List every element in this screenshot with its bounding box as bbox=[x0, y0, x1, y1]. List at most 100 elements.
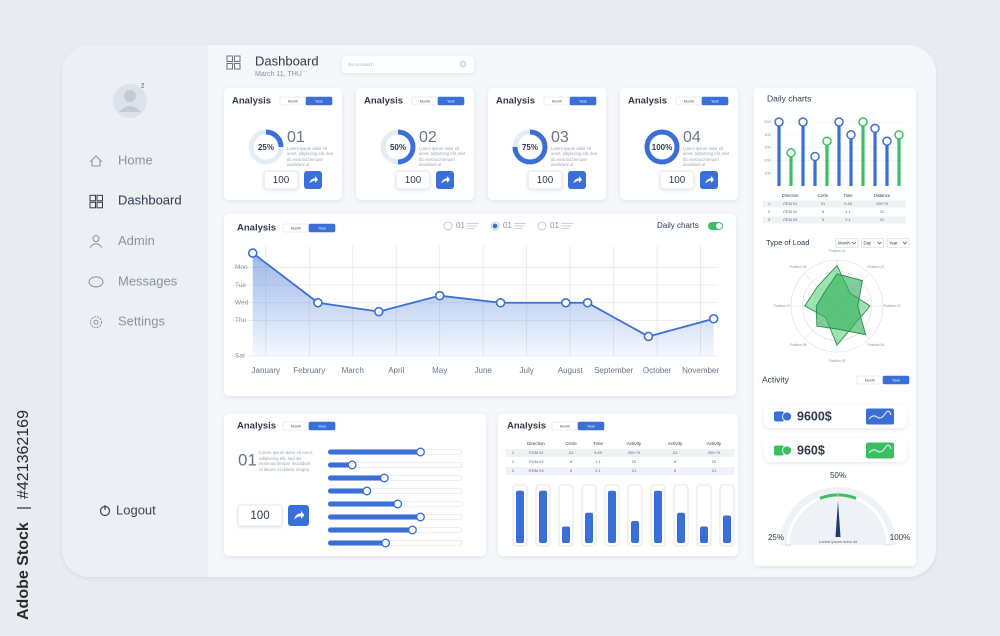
menu-item[interactable]: Dashboard bbox=[118, 193, 182, 208]
table-cell: 21 bbox=[632, 468, 637, 473]
donut-label: 50% bbox=[390, 143, 406, 152]
mini-chart bbox=[866, 442, 894, 459]
select-label: Day bbox=[864, 240, 872, 245]
x-tick-label: September bbox=[594, 366, 633, 375]
legend-label: 01 bbox=[503, 221, 512, 230]
logout[interactable]: Logout bbox=[116, 502, 156, 517]
radar-label: Position 02 bbox=[868, 265, 885, 269]
mini-chart-line bbox=[868, 444, 892, 454]
tab[interactable] bbox=[701, 96, 729, 106]
table-cell: 6 bbox=[822, 210, 824, 214]
table-cell: 5 bbox=[570, 468, 573, 473]
point bbox=[495, 297, 506, 308]
bar-cap bbox=[858, 117, 868, 127]
slider-fill bbox=[328, 462, 353, 468]
table-row bbox=[763, 200, 906, 208]
slider-handle[interactable] bbox=[347, 460, 357, 470]
table-cell: ITEM 02 bbox=[528, 459, 544, 464]
tab[interactable] bbox=[577, 421, 605, 431]
table-row bbox=[763, 208, 906, 216]
menu-icon bbox=[88, 276, 104, 288]
radar-label: Position 08 bbox=[790, 265, 807, 269]
bar-cap bbox=[882, 136, 892, 146]
select[interactable] bbox=[835, 238, 859, 248]
tab-label: Month bbox=[420, 99, 431, 103]
tab[interactable] bbox=[882, 375, 910, 385]
table-cell: ITEM 03 bbox=[783, 218, 797, 222]
table-cell: 22 bbox=[712, 459, 717, 464]
gauge-label: 100% bbox=[890, 533, 910, 542]
tab-label: Year bbox=[318, 226, 326, 230]
card-number: 01 bbox=[238, 450, 257, 469]
slider-handle[interactable] bbox=[415, 512, 425, 522]
donut-arc bbox=[248, 129, 284, 165]
donut-label: 100% bbox=[652, 143, 672, 152]
table-header: Activity bbox=[707, 441, 722, 446]
tab-label: Month bbox=[865, 378, 876, 382]
x-tick-label: July bbox=[520, 366, 534, 375]
header-icon bbox=[226, 55, 241, 70]
legend-radio[interactable] bbox=[443, 221, 453, 231]
table-header: Activity bbox=[627, 441, 642, 446]
toggle-knob bbox=[716, 223, 722, 229]
table-cell: 3 bbox=[512, 468, 515, 473]
bar bbox=[885, 141, 889, 186]
card-title: Analysis bbox=[628, 96, 667, 107]
tab[interactable] bbox=[569, 96, 597, 106]
value-box bbox=[527, 170, 563, 190]
x-tick-label: November bbox=[682, 366, 719, 375]
y-tick-label: Mon bbox=[235, 264, 248, 271]
slider-handle[interactable] bbox=[415, 447, 425, 457]
menu-item[interactable]: Admin bbox=[118, 233, 155, 248]
note-box: Lorem ipsum dolor sit amet, adipiscing e… bbox=[683, 146, 729, 167]
menu-icon bbox=[92, 235, 100, 243]
menu-icon bbox=[90, 316, 102, 329]
donut-label: 25% bbox=[258, 143, 274, 152]
tab[interactable] bbox=[308, 223, 336, 233]
card-title: Activity bbox=[762, 374, 790, 384]
tube-bar bbox=[562, 526, 570, 543]
tube-bar bbox=[700, 526, 708, 543]
bar bbox=[897, 134, 901, 186]
table-cell: 209.79 bbox=[628, 450, 641, 455]
gauge-caption: Lorem ipsum dolor sit bbox=[819, 539, 858, 544]
tab[interactable] bbox=[437, 96, 465, 106]
menu-icon bbox=[93, 319, 99, 325]
tab[interactable] bbox=[308, 421, 336, 431]
x-tick-label: March bbox=[342, 366, 364, 375]
bar-cap bbox=[810, 151, 820, 162]
tab[interactable] bbox=[305, 96, 333, 106]
slider-handle[interactable] bbox=[393, 499, 403, 509]
tab-label: Month bbox=[560, 424, 571, 428]
table-cell: 1.1 bbox=[595, 459, 601, 464]
slider-fill bbox=[328, 488, 367, 494]
card-title: Type of Load bbox=[766, 238, 809, 247]
select[interactable] bbox=[861, 238, 884, 248]
table-cell: 21 bbox=[569, 450, 574, 455]
slider-handle[interactable] bbox=[407, 525, 417, 535]
y-tick-label: 200 bbox=[764, 157, 771, 162]
donut-arc bbox=[512, 129, 548, 165]
slider-handle[interactable] bbox=[362, 486, 372, 496]
slider-handle[interactable] bbox=[381, 538, 391, 548]
value: 100 bbox=[537, 175, 554, 186]
value: 100 bbox=[250, 510, 269, 522]
select-caret bbox=[902, 241, 908, 245]
menu-item[interactable]: Settings bbox=[118, 314, 165, 329]
toggle-label: Daily charts bbox=[657, 221, 699, 230]
table-row bbox=[506, 467, 734, 475]
menu-item[interactable]: Messages bbox=[118, 273, 178, 288]
menu-item[interactable]: Home bbox=[118, 152, 153, 167]
point bbox=[374, 306, 384, 317]
select[interactable] bbox=[886, 238, 910, 248]
search-box[interactable] bbox=[342, 56, 474, 73]
mini-chart-line bbox=[868, 410, 892, 420]
table-cell: 2 bbox=[512, 459, 515, 464]
radar-label: Position 07 bbox=[774, 304, 791, 308]
donut-arc bbox=[644, 129, 680, 165]
legend-radio[interactable] bbox=[537, 221, 547, 231]
slider-handle[interactable] bbox=[379, 473, 389, 483]
radar-label: Position 03 bbox=[884, 304, 901, 308]
note: Lorem ipsum dolor sit amet, adipiscing e… bbox=[259, 450, 314, 473]
tab-label: Month bbox=[291, 424, 302, 428]
